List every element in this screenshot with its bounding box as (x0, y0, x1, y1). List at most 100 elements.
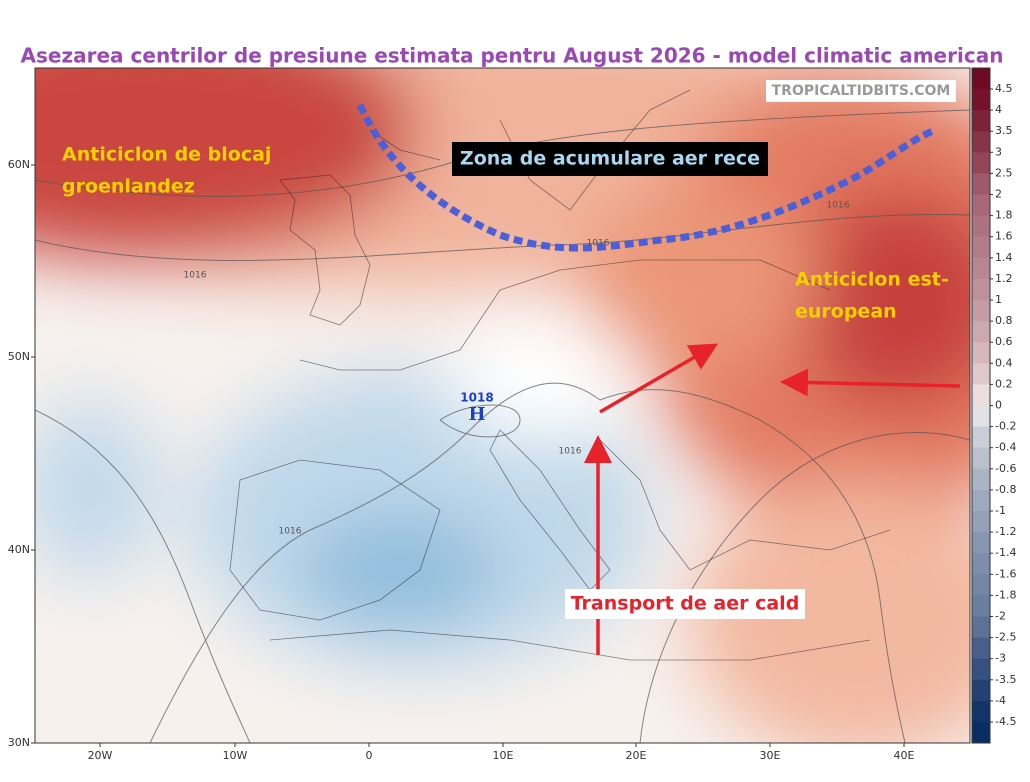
colorbar-label: 2 (995, 188, 1002, 201)
colorbar-segment (972, 342, 990, 364)
lat-label: 30N (8, 736, 30, 749)
colorbar-segment (972, 68, 990, 89)
cold-front-line (356, 103, 937, 252)
lon-label: 0 (366, 749, 373, 762)
annotation: Transport de aer cald (571, 593, 800, 615)
lon-label: 10E (493, 749, 514, 762)
colorbar-segment (972, 679, 990, 702)
colorbar-segment (972, 215, 990, 238)
colorbar-segment (972, 447, 990, 470)
colorbar-segment (972, 300, 990, 322)
colorbar-segment (972, 489, 990, 512)
colorbar-label: -0.4 (995, 441, 1016, 454)
axes: 60N 50N 40N 30N 20W 10W 0 10E 20E 30E 40E (8, 158, 915, 762)
colorbar-label: -0.6 (995, 462, 1016, 475)
colorbar-label: -1 (995, 504, 1006, 517)
colorbar-segment (972, 363, 990, 385)
colorbar-label: 0.2 (995, 377, 1013, 390)
watermark: TROPICALTIDBITS.COM (772, 83, 951, 99)
colorbar-label: -4 (995, 694, 1006, 707)
annotation: Anticiclon est- (795, 269, 949, 291)
colorbar-label: 0 (995, 399, 1002, 412)
colorbar-label: 1.4 (995, 251, 1013, 264)
colorbar-segment (972, 532, 990, 554)
colorbar: 4.5 4 3.5 3 2.5 2 1.8 1.6 1.4 1.2 1 0.8 0.6 0.4 0.2 0 -0… (971, 67, 1016, 744)
colorbar-label: -1.6 (995, 567, 1016, 580)
annotation: Anticiclon de blocaj (62, 144, 271, 166)
annotation-box (565, 589, 805, 619)
lon-label: 20W (88, 749, 113, 762)
colorbar-label: -2.5 (995, 631, 1016, 644)
annotation: groenlandez (62, 176, 195, 198)
colorbar-segment (972, 616, 990, 639)
title: Asezarea centrilor de presiune estimata … (21, 44, 1004, 68)
lon-label: 40E (894, 749, 915, 762)
colorbar-label: 1.2 (995, 272, 1013, 285)
colorbar-label: 0.8 (995, 314, 1013, 327)
colorbar-label: -1.2 (995, 525, 1016, 538)
colorbar-segment (972, 321, 990, 343)
colorbar-segment (972, 426, 990, 449)
colorbar-segment (972, 278, 990, 301)
colorbar-segment (972, 257, 990, 280)
colorbar-label: 1 (995, 293, 1002, 306)
annotation-box (452, 142, 768, 176)
colorbar-segment (972, 574, 990, 596)
colorbar-segment (972, 468, 990, 491)
colorbar-segment (972, 722, 990, 743)
colorbar-label: 1.6 (995, 230, 1013, 243)
colorbar-label: -0.2 (995, 420, 1016, 433)
colorbar-segment (972, 110, 990, 132)
isobar-label: 1016 (587, 239, 610, 249)
annotation: Zona de acumulare aer rece (460, 148, 760, 170)
colorbar-segment (972, 173, 990, 195)
colorbar-segment (972, 194, 990, 217)
colorbar-segment (972, 700, 990, 723)
lat-label: 50N (8, 350, 30, 363)
colorbar-label: 3.5 (995, 124, 1013, 137)
isobar-label: 1016 (184, 271, 207, 281)
arrow (780, 368, 961, 397)
high-pressure-letter: H (468, 404, 485, 425)
colorbar-label: -2 (995, 610, 1006, 623)
colorbar-segment (972, 236, 990, 259)
high-pressure-value: 1018 (460, 391, 493, 405)
map (35, 68, 970, 743)
colorbar-label: -3 (995, 652, 1006, 665)
colorbar-segment (972, 553, 990, 575)
arrow (599, 343, 719, 414)
lon-label: 20E (626, 749, 647, 762)
colorbar-label: 0.4 (995, 356, 1013, 369)
colorbar-label: 0.6 (995, 335, 1013, 348)
colorbar-segment (972, 595, 990, 617)
colorbar-label: -4.5 (995, 715, 1016, 728)
colorbar-label: 1.8 (995, 209, 1013, 222)
isobar-label: 1016 (559, 447, 582, 457)
lon-label: 30E (760, 749, 781, 762)
colorbar-label: 2.5 (995, 166, 1013, 179)
colorbar-segment (972, 152, 990, 174)
colorbar-label: 4.5 (995, 82, 1013, 95)
watermark-box (766, 80, 956, 102)
colorbar-segment (972, 405, 990, 428)
colorbar-label: -3.5 (995, 673, 1016, 686)
colorbar-segment (972, 658, 990, 681)
colorbar-segment (972, 511, 990, 533)
colorbar-label: -1.4 (995, 546, 1016, 559)
colorbar-label: 3 (995, 145, 1002, 158)
colorbar-label: -0.8 (995, 483, 1016, 496)
colorbar-segment (972, 89, 990, 111)
lat-label: 40N (8, 543, 30, 556)
colorbar-segment (972, 384, 990, 406)
colorbar-segment (972, 131, 990, 153)
lat-label: 60N (8, 158, 30, 171)
isobar-label: 1016 (279, 527, 302, 537)
colorbar-segment (972, 637, 990, 660)
annotation: european (795, 301, 897, 323)
lon-label: 10W (223, 749, 248, 762)
colorbar-label: 4 (995, 103, 1002, 116)
isobar-label: 1016 (827, 201, 850, 211)
colorbar-label: -1.8 (995, 588, 1016, 601)
